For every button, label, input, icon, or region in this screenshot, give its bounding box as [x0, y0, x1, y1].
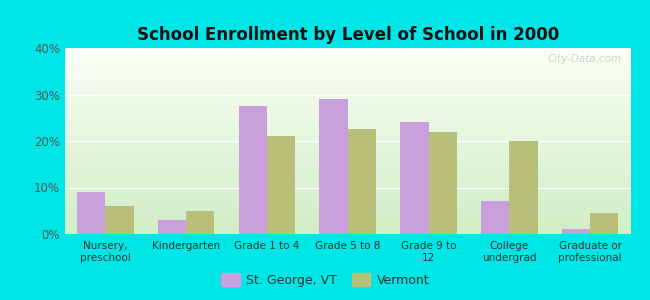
Bar — [348, 129, 376, 234]
Bar — [590, 213, 618, 234]
Legend: St. George, VT, Vermont: St. George, VT, Vermont — [217, 270, 433, 291]
Bar — [428, 132, 457, 234]
Bar — [77, 192, 105, 234]
Bar — [510, 141, 538, 234]
Bar — [400, 122, 428, 234]
Bar — [186, 211, 214, 234]
Bar — [158, 220, 186, 234]
Text: City-Data.com: City-Data.com — [548, 54, 622, 64]
Bar — [562, 229, 590, 234]
Title: School Enrollment by Level of School in 2000: School Enrollment by Level of School in … — [136, 26, 559, 44]
Bar — [239, 106, 267, 234]
Bar — [267, 136, 295, 234]
Bar — [105, 206, 134, 234]
Bar — [320, 99, 348, 234]
Bar — [481, 202, 510, 234]
